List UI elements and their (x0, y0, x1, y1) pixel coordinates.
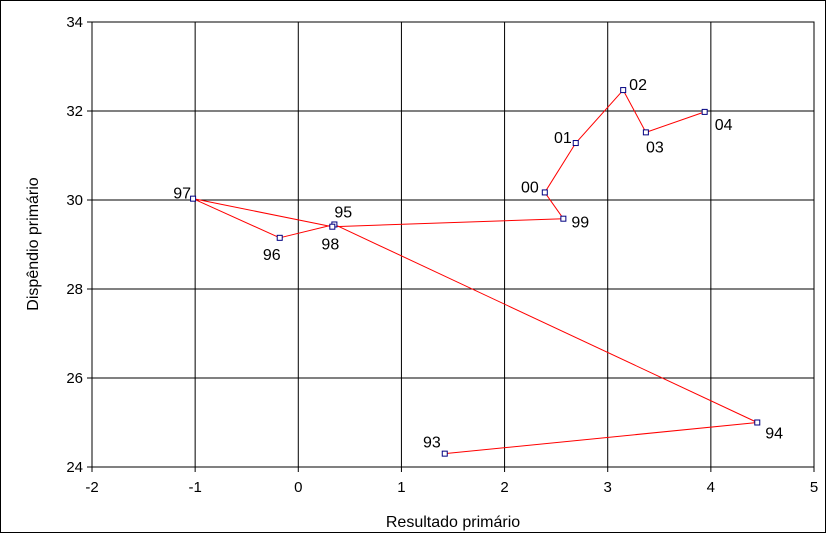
y-tick-label: 32 (66, 103, 83, 120)
y-tick-label: 24 (66, 459, 83, 476)
x-tick-label: 4 (707, 479, 715, 496)
data-label-99: 99 (571, 215, 589, 232)
data-point-03 (643, 130, 648, 135)
data-point-04 (702, 109, 707, 114)
y-tick-label: 26 (66, 370, 83, 387)
data-point-94 (755, 420, 760, 425)
data-label-98: 98 (321, 237, 339, 254)
y-axis-title: Dispêndio primário (25, 177, 42, 310)
x-tick-label: -2 (85, 479, 98, 496)
data-label-93: 93 (423, 435, 441, 452)
data-label-94: 94 (765, 426, 783, 443)
y-tick-label: 34 (66, 14, 83, 31)
data-label-00: 00 (521, 179, 539, 196)
data-label-01: 01 (554, 130, 572, 147)
x-tick-label: 2 (500, 479, 508, 496)
data-point-01 (573, 141, 578, 146)
y-tick-label: 28 (66, 281, 83, 298)
data-point-00 (542, 190, 547, 195)
x-tick-label: -1 (188, 479, 201, 496)
data-point-99 (561, 216, 566, 221)
data-label-02: 02 (629, 77, 647, 94)
x-axis-title: Resultado primário (386, 514, 520, 531)
data-point-02 (621, 88, 626, 93)
data-label-97: 97 (173, 186, 191, 203)
data-point-96 (277, 235, 282, 240)
y-tick-label: 30 (66, 192, 83, 209)
x-tick-label: 3 (604, 479, 612, 496)
x-tick-label: 1 (397, 479, 405, 496)
x-tick-label: 0 (294, 479, 302, 496)
data-label-96: 96 (263, 247, 281, 264)
data-label-04: 04 (715, 117, 733, 134)
x-tick-label: 5 (810, 479, 818, 496)
data-point-97 (191, 196, 196, 201)
data-point-93 (442, 451, 447, 456)
data-label-95: 95 (334, 204, 352, 221)
data-label-03: 03 (646, 139, 664, 156)
data-point-98 (330, 224, 335, 229)
